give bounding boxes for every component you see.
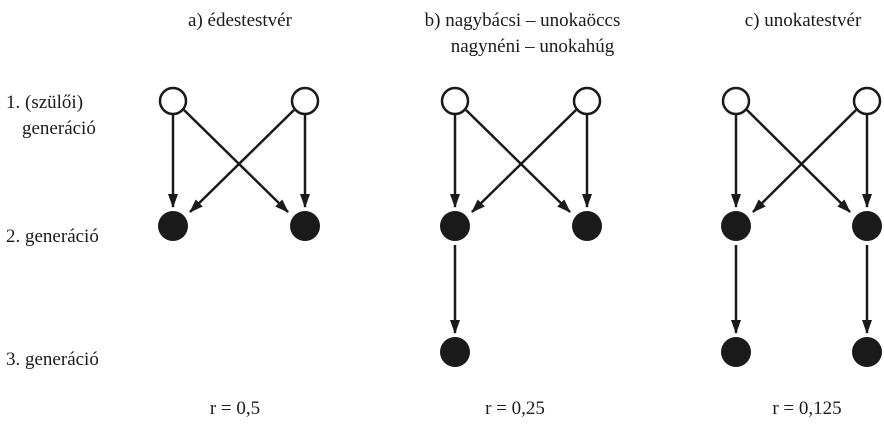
gen1-label-line2: generáció <box>22 118 96 139</box>
arrow-c-left-to-right <box>746 109 851 213</box>
gen2-a-left <box>158 211 188 241</box>
arrow-c-right-to-left <box>752 109 857 213</box>
parent-c-left <box>721 86 751 116</box>
gen2-a-right <box>290 211 320 241</box>
panel-a-r-value: r = 0,5 <box>209 398 261 419</box>
panel-c-r-value: r = 0,125 <box>772 398 842 419</box>
gen2-b-right <box>572 211 602 241</box>
panel-b-title-line1: b) nagybácsi – unokaöccs <box>424 10 621 31</box>
gen1-label-line1: 1. (szülői) <box>6 92 84 113</box>
gen2-c-right <box>852 211 882 241</box>
arrow-b-right-to-left <box>471 109 577 213</box>
gen3-c-left <box>721 337 751 367</box>
gen2-b-left <box>440 211 470 241</box>
arrow-a-right-to-left <box>189 109 295 213</box>
panel-a-title: a) édestestvér <box>188 10 292 31</box>
gen3-b-left <box>440 337 470 367</box>
parent-c-right <box>852 86 882 116</box>
parent-b-left <box>440 86 470 116</box>
gen2-label: 2. generáció <box>6 226 99 247</box>
panel-c-title: c) unokatestvér <box>744 10 862 31</box>
parent-b-right <box>572 86 602 116</box>
arrow-b-left-to-right <box>465 109 571 213</box>
panel-b-diagram <box>440 86 602 367</box>
panel-a-diagram <box>158 86 320 241</box>
parent-a-right <box>290 86 320 116</box>
parent-a-left <box>158 86 188 116</box>
panel-c-diagram <box>721 86 882 367</box>
panel-b-title-line2: nagynéni – unokahúg <box>450 36 615 57</box>
panel-b-r-value: r = 0,25 <box>485 398 545 419</box>
arrow-a-left-to-right <box>183 109 289 213</box>
gen2-c-left <box>721 211 751 241</box>
gen3-label: 3. generáció <box>6 349 99 370</box>
gen3-c-right <box>852 337 882 367</box>
